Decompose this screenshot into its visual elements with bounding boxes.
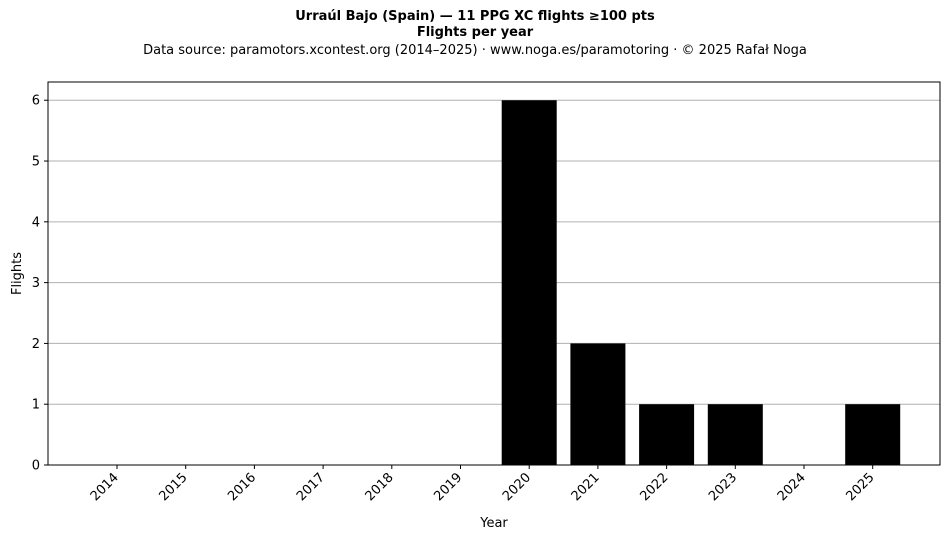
x-tick-label: 2025 — [844, 470, 878, 504]
gridlines — [48, 99, 940, 466]
bar-2021 — [570, 343, 626, 465]
y-tick-label: 2 — [32, 337, 40, 352]
x-tick-label: 2019 — [431, 470, 465, 504]
x-tick-label: 2024 — [775, 470, 809, 504]
y-tick-label: 6 — [32, 94, 40, 109]
x-tick-label: 2021 — [569, 470, 603, 504]
chart-source-note: Data source: paramotors.xcontest.org (20… — [143, 43, 807, 58]
y-axis-label: Flights — [10, 252, 25, 295]
x-axis-ticks: 2014 2015 2016 2017 2018 2019 2020 2021 2022 2023… — [88, 465, 878, 504]
y-tick-label: 0 — [32, 459, 40, 474]
y-axis-ticks: 0 1 2 3 4 5 6 — [32, 94, 48, 474]
bar-2023 — [707, 404, 763, 465]
x-tick-label: 2018 — [363, 470, 397, 504]
x-tick-label: 2020 — [500, 470, 534, 504]
x-tick-label: 2014 — [88, 470, 122, 504]
y-tick-label: 4 — [32, 215, 40, 230]
chart-title: Urraúl Bajo (Spain) — 11 PPG XC flights … — [295, 9, 655, 24]
y-tick-label: 5 — [32, 155, 40, 170]
plot-frame — [47, 81, 941, 466]
bar-2022 — [639, 404, 695, 465]
bar-2020 — [501, 100, 557, 465]
y-tick-label: 3 — [32, 276, 40, 291]
x-tick-label: 2022 — [637, 470, 671, 504]
x-tick-label: 2023 — [706, 470, 740, 504]
x-axis-label: Year — [479, 516, 508, 531]
chart-subtitle: Flights per year — [416, 25, 534, 40]
y-tick-label: 1 — [32, 398, 40, 413]
bars — [501, 100, 901, 465]
x-tick-label: 2015 — [157, 470, 191, 504]
bar-2025 — [845, 404, 901, 465]
x-tick-label: 2017 — [294, 470, 328, 504]
x-tick-label: 2016 — [225, 470, 259, 504]
